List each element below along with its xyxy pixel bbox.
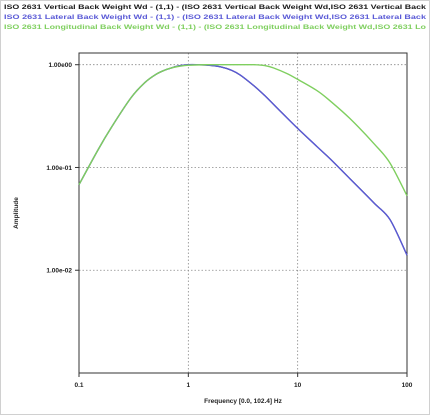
series-line	[78, 63, 408, 256]
series-lines	[78, 63, 408, 256]
series-line	[78, 63, 408, 197]
legend-entry: ISO 2631 Lateral Back Weight Wd - (1,1) …	[4, 14, 427, 21]
series-line	[78, 63, 408, 256]
x-axis-label: Frequency [0.0, 102.4] Hz	[204, 398, 282, 405]
y-tick-label: 1.00e-01	[46, 165, 72, 172]
y-tick-label: 1.00e00	[49, 62, 73, 69]
x-tick-label: 1	[187, 382, 191, 389]
legend: ISO 2631 Vertical Back Weight Wd - (1,1)…	[4, 4, 427, 31]
grid	[79, 53, 407, 373]
plot-area	[78, 52, 408, 374]
legend-entry: ISO 2631 Vertical Back Weight Wd - (1,1)…	[4, 4, 427, 11]
y-tick-label: 1.00e-02	[46, 268, 72, 275]
x-axis: 0.1 1 10 100	[74, 373, 413, 389]
y-axis-label: Amplitude	[13, 197, 20, 229]
x-tick-label: 100	[402, 382, 413, 389]
x-tick-label: 10	[294, 382, 302, 389]
x-tick-label: 0.1	[74, 382, 83, 389]
legend-entry: ISO 2631 Longitudinal Back Weight Wd - (…	[4, 24, 426, 31]
y-axis: 1.00e00 1.00e-01 1.00e-02	[46, 62, 79, 275]
